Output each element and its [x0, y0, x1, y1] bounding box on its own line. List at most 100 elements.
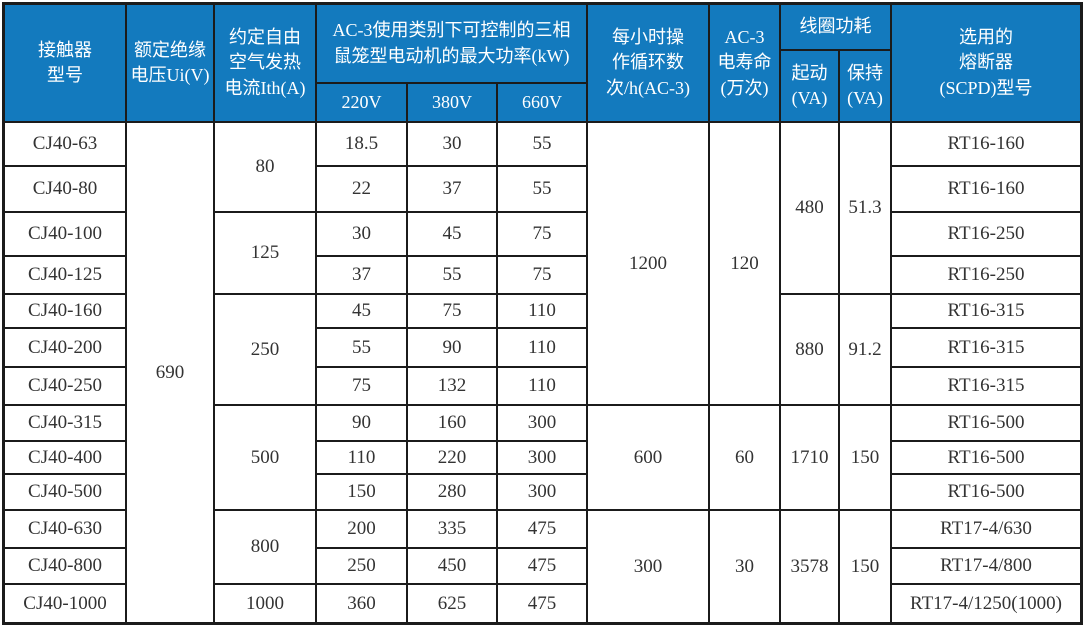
header-380v: 380V: [408, 84, 498, 123]
cell-model-6: CJ40-250: [5, 368, 127, 406]
cell-power220-1: 22: [317, 167, 408, 213]
cell-power380-8: 220: [408, 442, 498, 475]
cell-model-0: CJ40-63: [5, 123, 127, 167]
cell-ith-1: 125: [215, 213, 317, 295]
header-start-va: 起动 (VA): [781, 51, 840, 123]
cell-power660-4: 110: [498, 295, 588, 329]
cell-hold-va-1: 91.2: [840, 295, 892, 406]
cell-start-va-2: 1710: [781, 406, 840, 511]
cell-power220-5: 55: [317, 329, 408, 368]
cell-power220-8: 110: [317, 442, 408, 475]
header-cycles-per-hour: 每小时操 作循环数 次/h(AC-3): [588, 5, 710, 123]
cell-model-12: CJ40-1000: [5, 585, 127, 622]
cell-fuse-3: RT16-250: [892, 257, 1080, 295]
header-220v: 220V: [317, 84, 408, 123]
cell-power220-10: 200: [317, 511, 408, 549]
cell-ith-0: 80: [215, 123, 317, 213]
header-thermal-current: 约定自由 空气发热 电流Ith(A): [215, 5, 317, 123]
cell-power220-2: 30: [317, 213, 408, 257]
cell-power220-9: 150: [317, 475, 408, 511]
cell-power660-9: 300: [498, 475, 588, 511]
cell-power220-0: 18.5: [317, 123, 408, 167]
header-coil-power: 线圈功耗: [781, 5, 892, 51]
cell-model-7: CJ40-315: [5, 406, 127, 442]
cell-cycles-1: 600: [588, 406, 710, 511]
cell-fuse-5: RT16-315: [892, 329, 1080, 368]
cell-power380-2: 45: [408, 213, 498, 257]
cell-power220-7: 90: [317, 406, 408, 442]
cell-power660-12: 475: [498, 585, 588, 622]
cell-model-9: CJ40-500: [5, 475, 127, 511]
cell-power660-5: 110: [498, 329, 588, 368]
cell-model-1: CJ40-80: [5, 167, 127, 213]
header-660v: 660V: [498, 84, 588, 123]
header-contactor-model: 接触器 型号: [5, 5, 127, 123]
cell-power660-11: 475: [498, 549, 588, 585]
cell-power380-7: 160: [408, 406, 498, 442]
header-hold-va: 保持 (VA): [840, 51, 892, 123]
cell-power220-3: 37: [317, 257, 408, 295]
cell-power380-9: 280: [408, 475, 498, 511]
header-insulation-voltage: 额定绝缘 电压Ui(V): [127, 5, 215, 123]
cell-power380-1: 37: [408, 167, 498, 213]
cell-hold-va-0: 51.3: [840, 123, 892, 295]
cell-ith-2: 250: [215, 295, 317, 406]
cell-model-4: CJ40-160: [5, 295, 127, 329]
cell-power220-6: 75: [317, 368, 408, 406]
cell-life-1: 60: [710, 406, 781, 511]
cell-power380-6: 132: [408, 368, 498, 406]
cell-fuse-12: RT17-4/1250(1000): [910, 592, 1062, 614]
cell-model-8: CJ40-400: [5, 442, 127, 475]
cell-fuse-8: RT16-500: [892, 442, 1080, 475]
cell-power220-12: 360: [317, 585, 408, 622]
cell-hold-va-2: 150: [840, 406, 892, 511]
cell-power660-6: 110: [498, 368, 588, 406]
cell-ith-3: 500: [215, 406, 317, 511]
cell-power660-7: 300: [498, 406, 588, 442]
cell-power660-10: 475: [498, 511, 588, 549]
cell-model-2: CJ40-100: [5, 213, 127, 257]
cell-power660-0: 55: [498, 123, 588, 167]
cell-ith-5: 1000: [215, 585, 317, 622]
header-ac3-max-power: AC-3使用类别下可控制的三相 鼠笼型电动机的最大功率(kW): [317, 5, 588, 84]
cell-fuse-11: RT17-4/800: [892, 549, 1080, 585]
header-electrical-life: AC-3 电寿命 (万次): [710, 5, 781, 123]
cell-life-2: 30: [710, 511, 781, 622]
cell-start-va-0: 480: [781, 123, 840, 295]
cell-power660-3: 75: [498, 257, 588, 295]
cell-power380-5: 90: [408, 329, 498, 368]
cell-power660-2: 75: [498, 213, 588, 257]
cell-cycles-0: 1200: [588, 123, 710, 406]
cell-fuse-4: RT16-315: [892, 295, 1080, 329]
cell-fuse-9: RT16-500: [892, 475, 1080, 511]
cell-power660-8: 300: [498, 442, 588, 475]
cell-hold-va-3: 150: [840, 511, 892, 622]
cell-power220-11: 250: [317, 549, 408, 585]
cell-power380-11: 450: [408, 549, 498, 585]
cell-model-3: CJ40-125: [5, 257, 127, 295]
cell-power220-4: 45: [317, 295, 408, 329]
cell-fuse-0: RT16-160: [892, 123, 1080, 167]
cell-power660-1: 55: [498, 167, 588, 213]
cell-start-va-1: 880: [781, 295, 840, 406]
cell-insulation-voltage: 690: [127, 123, 215, 622]
cell-power380-12: 625: [408, 585, 498, 622]
cell-fuse-7: RT16-500: [892, 406, 1080, 442]
cell-ith-4: 800: [215, 511, 317, 585]
cell-model-11: CJ40-800: [5, 549, 127, 585]
cell-fuse-1: RT16-160: [892, 167, 1080, 213]
cell-power380-4: 75: [408, 295, 498, 329]
cell-model-5: CJ40-200: [5, 329, 127, 368]
cell-fuse-2: RT16-250: [892, 213, 1080, 257]
cell-power380-10: 335: [408, 511, 498, 549]
cell-model-10: CJ40-630: [5, 511, 127, 549]
cell-cycles-2: 300: [588, 511, 710, 622]
cell-power380-3: 55: [408, 257, 498, 295]
cell-start-va-3: 3578: [781, 511, 840, 622]
cell-power380-0: 30: [408, 123, 498, 167]
cell-fuse-6: RT16-315: [892, 368, 1080, 406]
cell-fuse-10: RT17-4/630: [892, 511, 1080, 549]
cell-life-0: 120: [710, 123, 781, 406]
